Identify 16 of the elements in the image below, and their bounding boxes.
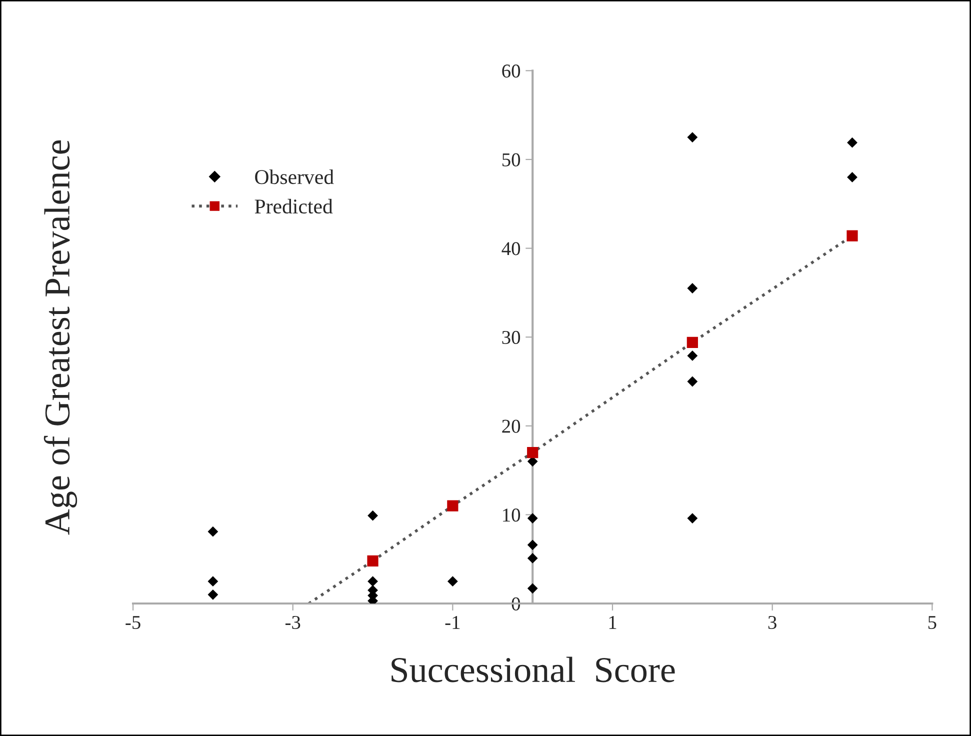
legend-label: Predicted [254,198,333,214]
y-tick-label: 40 [502,242,520,256]
y-tick-label: 50 [502,153,520,166]
x-tick-label: 1 [609,616,616,629]
y-tick-label: 60 [502,64,520,78]
x-tick-label: 3 [768,616,776,630]
x-tick-label: -3 [285,616,300,630]
y-tick-label: 20 [502,420,520,433]
x-tick-label: 5 [928,616,936,630]
x-axis-title: Successional Score [392,656,675,682]
legend-label: Observed [255,169,334,184]
y-tick-label: 10 [503,508,520,522]
x-tick-label: -1 [445,616,460,629]
y-axis-title: Age of Greatest Prevalence [44,140,78,535]
y-tick-label: 30 [502,330,520,344]
x-tick-label: -5 [126,616,140,630]
